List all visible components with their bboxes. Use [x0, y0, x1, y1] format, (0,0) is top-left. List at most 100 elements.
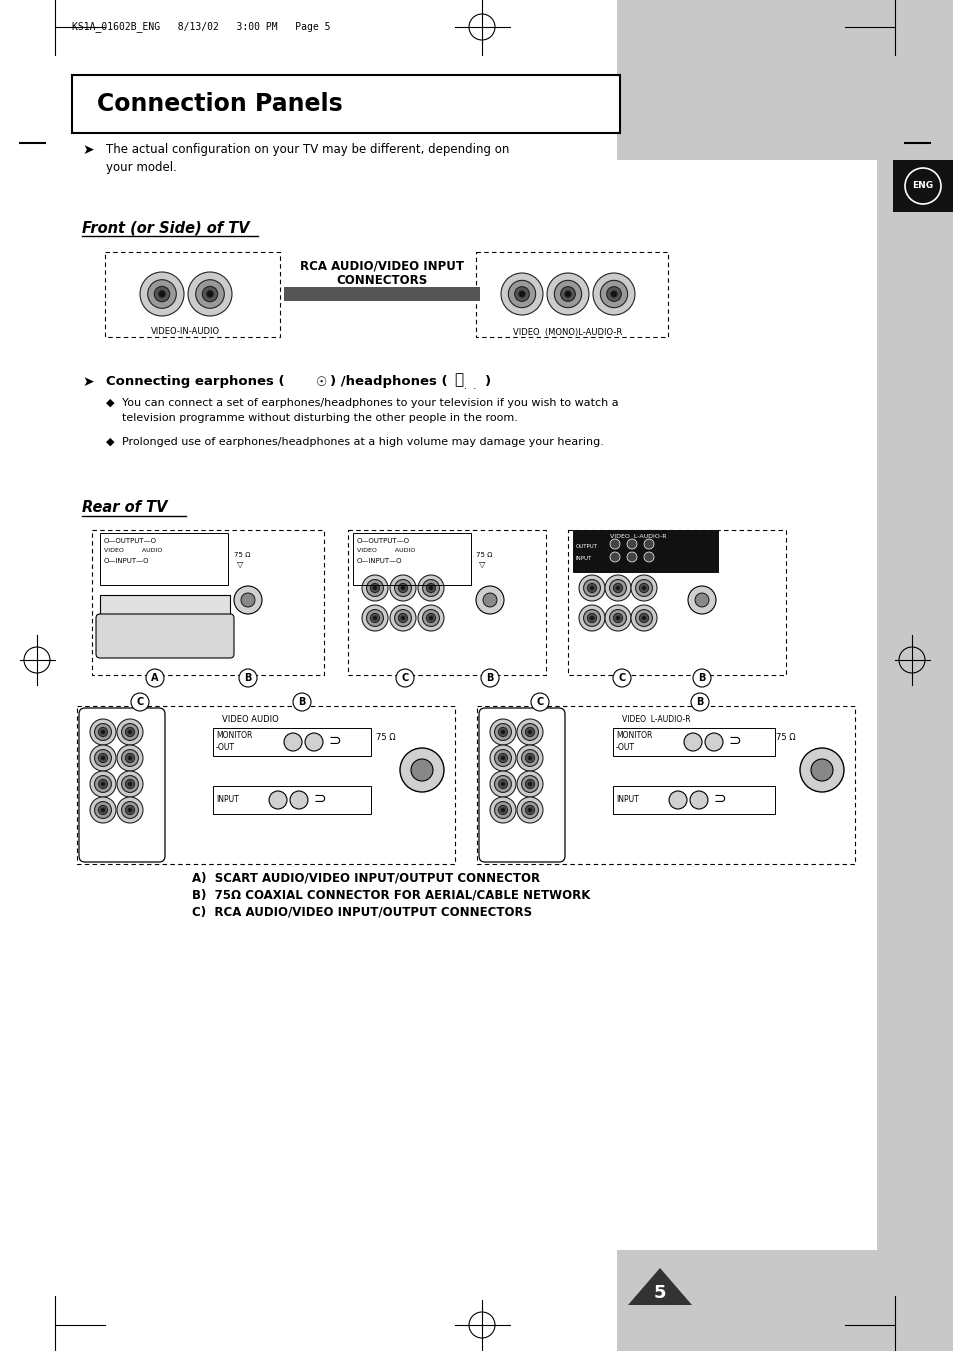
Circle shape [626, 539, 637, 549]
Circle shape [490, 797, 516, 823]
Bar [617, 1250, 876, 1351]
Circle shape [517, 744, 542, 771]
Text: VIDEO AUDIO: VIDEO AUDIO [222, 716, 278, 724]
Circle shape [417, 576, 443, 601]
Circle shape [121, 801, 138, 819]
Text: ⊃: ⊃ [712, 790, 725, 805]
Circle shape [121, 750, 138, 766]
Bar [892, 159, 953, 212]
Circle shape [429, 616, 433, 620]
Text: ◆: ◆ [106, 399, 114, 408]
Text: B: B [486, 673, 493, 684]
Circle shape [482, 593, 497, 607]
Text: ➤: ➤ [82, 376, 93, 389]
Polygon shape [627, 1269, 691, 1305]
Text: ) /headphones (: ) /headphones ( [330, 376, 447, 389]
Circle shape [639, 613, 648, 623]
Circle shape [689, 790, 707, 809]
Circle shape [635, 580, 652, 596]
Bar [213, 728, 371, 757]
Circle shape [146, 669, 164, 688]
Circle shape [514, 286, 529, 301]
Circle shape [140, 272, 184, 316]
Circle shape [494, 750, 511, 766]
Bar [91, 530, 324, 676]
Circle shape [121, 724, 138, 740]
Circle shape [528, 808, 532, 812]
Circle shape [525, 780, 534, 789]
Circle shape [490, 719, 516, 744]
Circle shape [426, 584, 436, 593]
Text: INPUT: INPUT [616, 796, 639, 804]
Circle shape [630, 576, 657, 601]
Text: VIDEO  L-AUDIO-R: VIDEO L-AUDIO-R [621, 716, 690, 724]
Circle shape [609, 580, 626, 596]
Circle shape [583, 580, 599, 596]
Circle shape [609, 609, 626, 627]
Circle shape [395, 580, 411, 596]
Text: ▽: ▽ [236, 559, 243, 569]
Circle shape [599, 281, 627, 308]
Text: C: C [618, 673, 625, 684]
Circle shape [373, 616, 376, 620]
Circle shape [643, 539, 654, 549]
Text: Connecting earphones (: Connecting earphones ( [106, 376, 284, 389]
Text: B)  75Ω COAXIAL CONNECTOR FOR AERIAL/CABLE NETWORK: B) 75Ω COAXIAL CONNECTOR FOR AERIAL/CABL… [192, 889, 590, 901]
Text: A)  SCART AUDIO/VIDEO INPUT/OUTPUT CONNECTOR: A) SCART AUDIO/VIDEO INPUT/OUTPUT CONNEC… [192, 871, 539, 885]
FancyBboxPatch shape [96, 613, 233, 658]
Bar [573, 530, 718, 571]
Circle shape [366, 609, 383, 627]
Text: B: B [298, 697, 305, 707]
Bar [567, 530, 785, 676]
Circle shape [125, 780, 134, 789]
Circle shape [593, 273, 635, 315]
Circle shape [518, 290, 524, 297]
Text: VIDEO         AUDIO: VIDEO AUDIO [104, 549, 162, 554]
Circle shape [422, 609, 439, 627]
Bar [876, 0, 953, 1351]
Circle shape [630, 605, 657, 631]
Circle shape [525, 727, 534, 736]
Circle shape [517, 771, 542, 797]
Text: ): ) [484, 376, 491, 389]
Circle shape [810, 759, 832, 781]
Text: ◆: ◆ [106, 436, 114, 447]
Text: 75 Ω: 75 Ω [775, 734, 795, 743]
Circle shape [366, 580, 383, 596]
Text: 75 Ω: 75 Ω [476, 553, 492, 558]
Circle shape [643, 553, 654, 562]
Circle shape [610, 290, 617, 297]
Circle shape [497, 727, 507, 736]
Circle shape [606, 286, 620, 301]
Text: -OUT: -OUT [215, 743, 234, 751]
Text: -OUT: -OUT [616, 743, 635, 751]
Circle shape [207, 290, 213, 297]
Circle shape [101, 782, 105, 786]
Text: O—OUTPUT—O: O—OUTPUT—O [104, 538, 157, 544]
Text: INPUT: INPUT [215, 796, 238, 804]
Text: VIDEO         AUDIO: VIDEO AUDIO [356, 549, 415, 554]
Bar [348, 530, 545, 676]
Circle shape [500, 273, 542, 315]
Circle shape [490, 744, 516, 771]
Bar [613, 728, 774, 757]
Bar [77, 707, 455, 865]
Circle shape [668, 790, 686, 809]
Text: ⊃: ⊃ [727, 732, 740, 747]
Text: television programme without disturbing the other people in the room.: television programme without disturbing … [122, 413, 517, 423]
Circle shape [98, 780, 108, 789]
Text: ⊃: ⊃ [313, 790, 325, 805]
Text: Rear of TV: Rear of TV [82, 500, 168, 516]
Circle shape [117, 744, 143, 771]
Circle shape [202, 286, 217, 301]
Text: ⊃: ⊃ [328, 732, 340, 747]
Circle shape [284, 734, 302, 751]
Circle shape [148, 280, 176, 308]
Circle shape [370, 584, 379, 593]
Circle shape [635, 609, 652, 627]
Circle shape [494, 801, 511, 819]
Circle shape [578, 605, 604, 631]
Bar [476, 253, 667, 336]
Text: VIDEO-IN-AUDIO: VIDEO-IN-AUDIO [152, 327, 220, 336]
Text: C)  RCA AUDIO/VIDEO INPUT/OUTPUT CONNECTORS: C) RCA AUDIO/VIDEO INPUT/OUTPUT CONNECTO… [192, 905, 532, 919]
